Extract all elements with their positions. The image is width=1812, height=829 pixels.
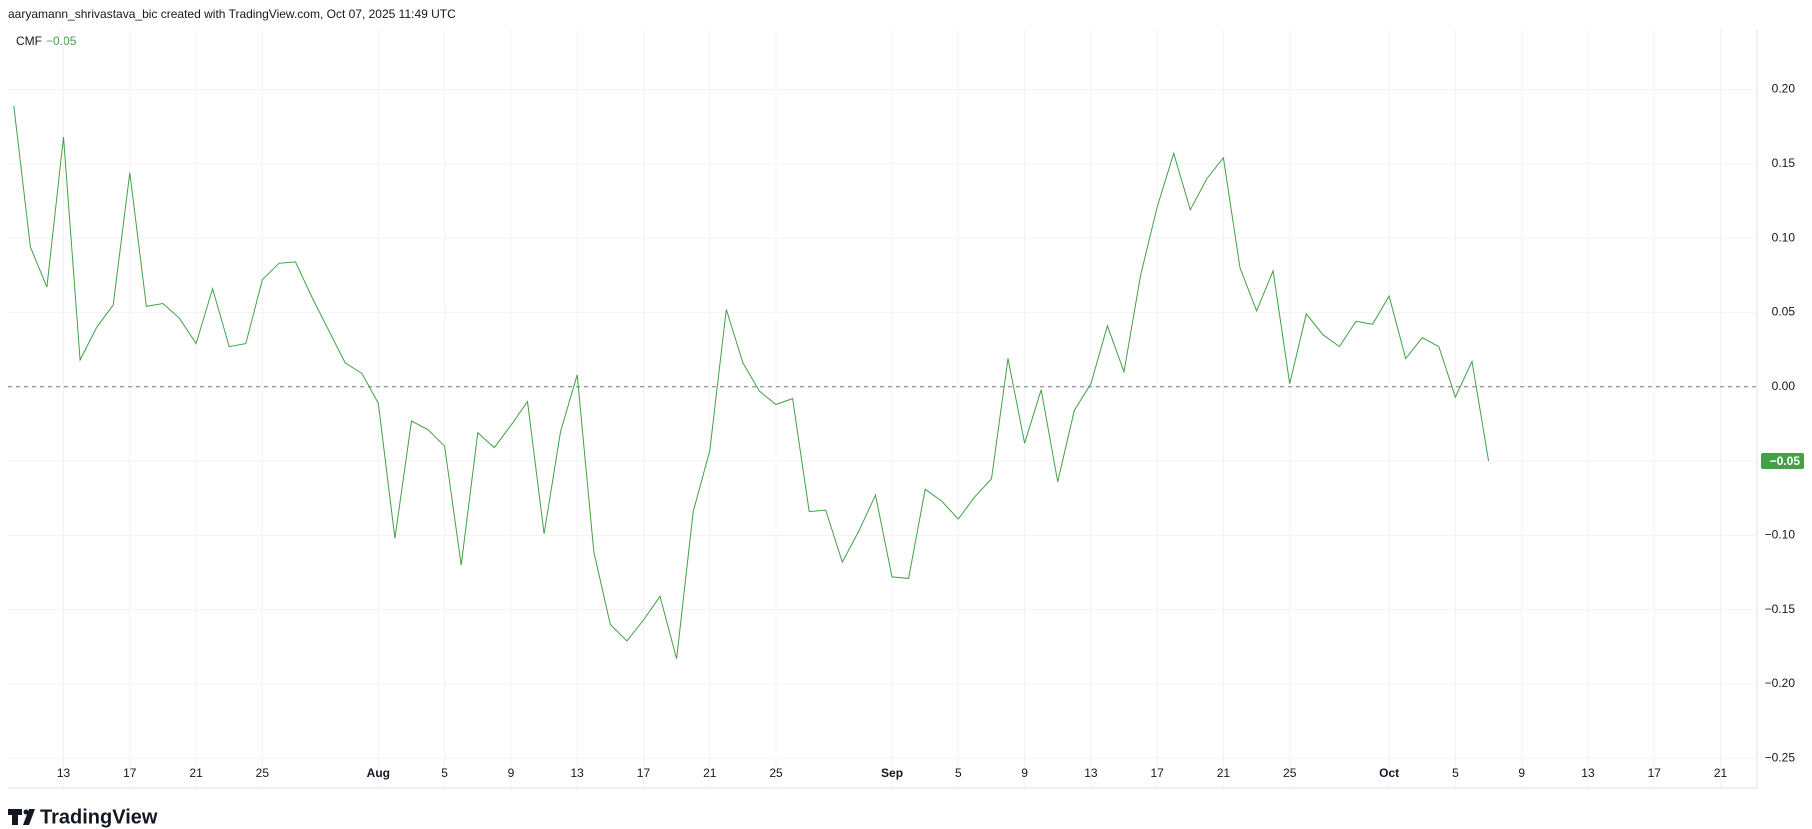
y-tick-label: 0.20 (1772, 82, 1796, 96)
x-tick-label: 9 (1021, 766, 1028, 780)
x-tick-label: 25 (769, 766, 783, 780)
last-value-label: −0.05 (1770, 454, 1801, 468)
x-tick-label: 13 (57, 766, 71, 780)
x-tick-label: 21 (703, 766, 717, 780)
x-tick-label: 17 (123, 766, 137, 780)
x-tick-label: 13 (571, 766, 585, 780)
y-tick-label: −0.10 (1765, 528, 1796, 542)
x-tick-label: 17 (1648, 766, 1662, 780)
header: aaryamann_shrivastava_bic created with T… (8, 7, 456, 21)
x-tick-label: 25 (1283, 766, 1297, 780)
x-tick-label: 17 (1150, 766, 1164, 780)
y-tick-label: −0.25 (1765, 750, 1796, 764)
y-tick-label: −0.20 (1765, 676, 1796, 690)
x-tick-label: Sep (881, 766, 903, 780)
x-tick-label: 21 (1217, 766, 1231, 780)
x-tick-label: Aug (367, 766, 390, 780)
x-tick-label: 9 (1518, 766, 1525, 780)
cmf-line (13, 105, 1490, 659)
y-tick-label: 0.10 (1772, 230, 1796, 244)
y-tick-label: 0.15 (1772, 156, 1796, 170)
last-value-badge (1761, 453, 1804, 470)
x-tick-label: Oct (1379, 766, 1399, 780)
x-tick-label: 21 (1714, 766, 1728, 780)
x-tick-label: 13 (1581, 766, 1595, 780)
x-tick-label: 5 (955, 766, 962, 780)
legend-value: −0.05 (46, 34, 77, 48)
x-tick-label: 13 (1084, 766, 1098, 780)
y-tick-label: 0.00 (1772, 379, 1796, 393)
x-tick-label: 9 (508, 766, 515, 780)
x-tick-label: 21 (189, 766, 203, 780)
y-tick-label: 0.05 (1772, 305, 1796, 319)
x-tick-label: 25 (256, 766, 270, 780)
x-tick-label: 5 (441, 766, 448, 780)
x-tick-label: 17 (637, 766, 651, 780)
legend-name: CMF (16, 34, 42, 48)
grid (8, 30, 1757, 788)
watermark: TradingView (40, 806, 158, 828)
y-tick-label: −0.15 (1765, 602, 1796, 616)
logo (8, 809, 35, 825)
x-tick-label: 5 (1452, 766, 1459, 780)
